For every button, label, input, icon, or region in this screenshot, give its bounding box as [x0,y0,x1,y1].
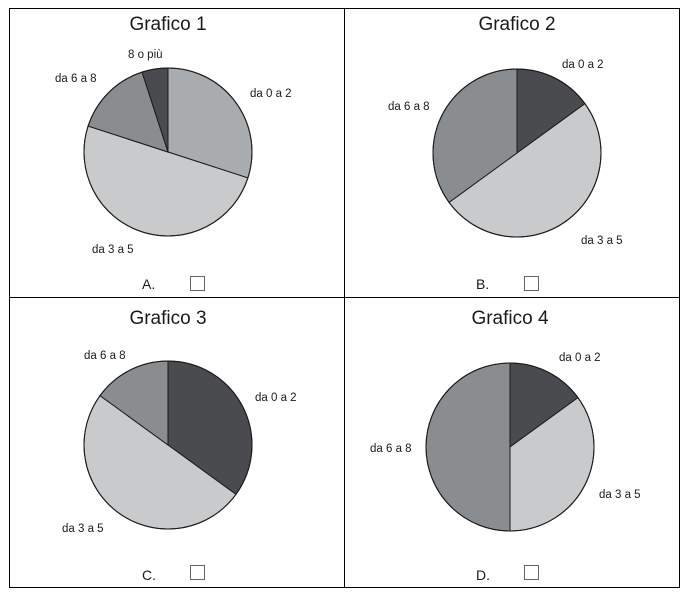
slice-label-da-0-a-2: da 0 a 2 [250,88,292,100]
grid-divider-vertical [344,8,345,588]
chart-panel-1: da 0 a 2 da 3 a 5 da 6 a 8 8 o più Grafico 1… [0,0,344,297]
slice-label-da-0-a-2: da 0 a 2 [559,352,601,364]
option-checkbox-d[interactable] [524,565,539,580]
option-letter-b: B. [476,276,490,292]
pie-chart-1: da 0 a 2 da 3 a 5 da 6 a 8 8 o più Grafico 1 [55,14,292,256]
grid-divider-horizontal [9,297,680,298]
pie-chart-4: da 0 a 2 da 3 a 5 da 6 a 8 Grafico 4 [370,308,641,532]
slice-label-da-0-a-2: da 0 a 2 [255,392,297,404]
slice-label-da-0-a-2: da 0 a 2 [562,59,604,71]
slice-label-da-3-a-5: da 3 a 5 [581,235,623,247]
option-checkbox-a[interactable] [190,276,205,291]
chart-title: Grafico 3 [129,308,206,329]
slice-label-da-6-a-8: da 6 a 8 [370,443,412,455]
slice-label-da-6-a-8: da 6 a 8 [55,73,97,85]
slice-label-8-o-pi: 8 o più [128,49,163,61]
pie-outline [83,360,253,530]
chart-panel-3: da 0 a 2 da 3 a 5 da 6 a 8 Grafico 3 C. [0,297,344,597]
option-letter-d: D. [476,567,490,583]
pie-chart-2: da 0 a 2 da 3 a 5 da 6 a 8 Grafico 2 [388,14,623,247]
slice-label-da-3-a-5: da 3 a 5 [92,244,134,256]
chart-title: Grafico 1 [129,14,206,35]
pie-chart-3: da 0 a 2 da 3 a 5 da 6 a 8 Grafico 3 [62,308,297,535]
slice-label-da-3-a-5: da 3 a 5 [599,489,641,501]
pie-outline [83,67,253,237]
slice-label-da-6-a-8: da 6 a 8 [84,350,126,362]
pie-outline [425,362,595,532]
slice-label-da-6-a-8: da 6 a 8 [388,101,430,113]
pie-slice-da-6-a-8 [425,362,511,532]
chart-panel-2: da 0 a 2 da 3 a 5 da 6 a 8 Grafico 2 B. [344,0,687,297]
chart-title: Grafico 4 [471,308,549,329]
pie-outline [432,68,602,238]
option-checkbox-c[interactable] [190,565,205,580]
chart-panel-4: da 0 a 2 da 3 a 5 da 6 a 8 Grafico 4 D. [344,297,687,597]
chart-title: Grafico 2 [478,14,555,35]
option-checkbox-b[interactable] [524,276,539,291]
slice-label-da-3-a-5: da 3 a 5 [62,523,104,535]
option-letter-c: C. [142,567,156,583]
option-letter-a: A. [142,276,156,292]
